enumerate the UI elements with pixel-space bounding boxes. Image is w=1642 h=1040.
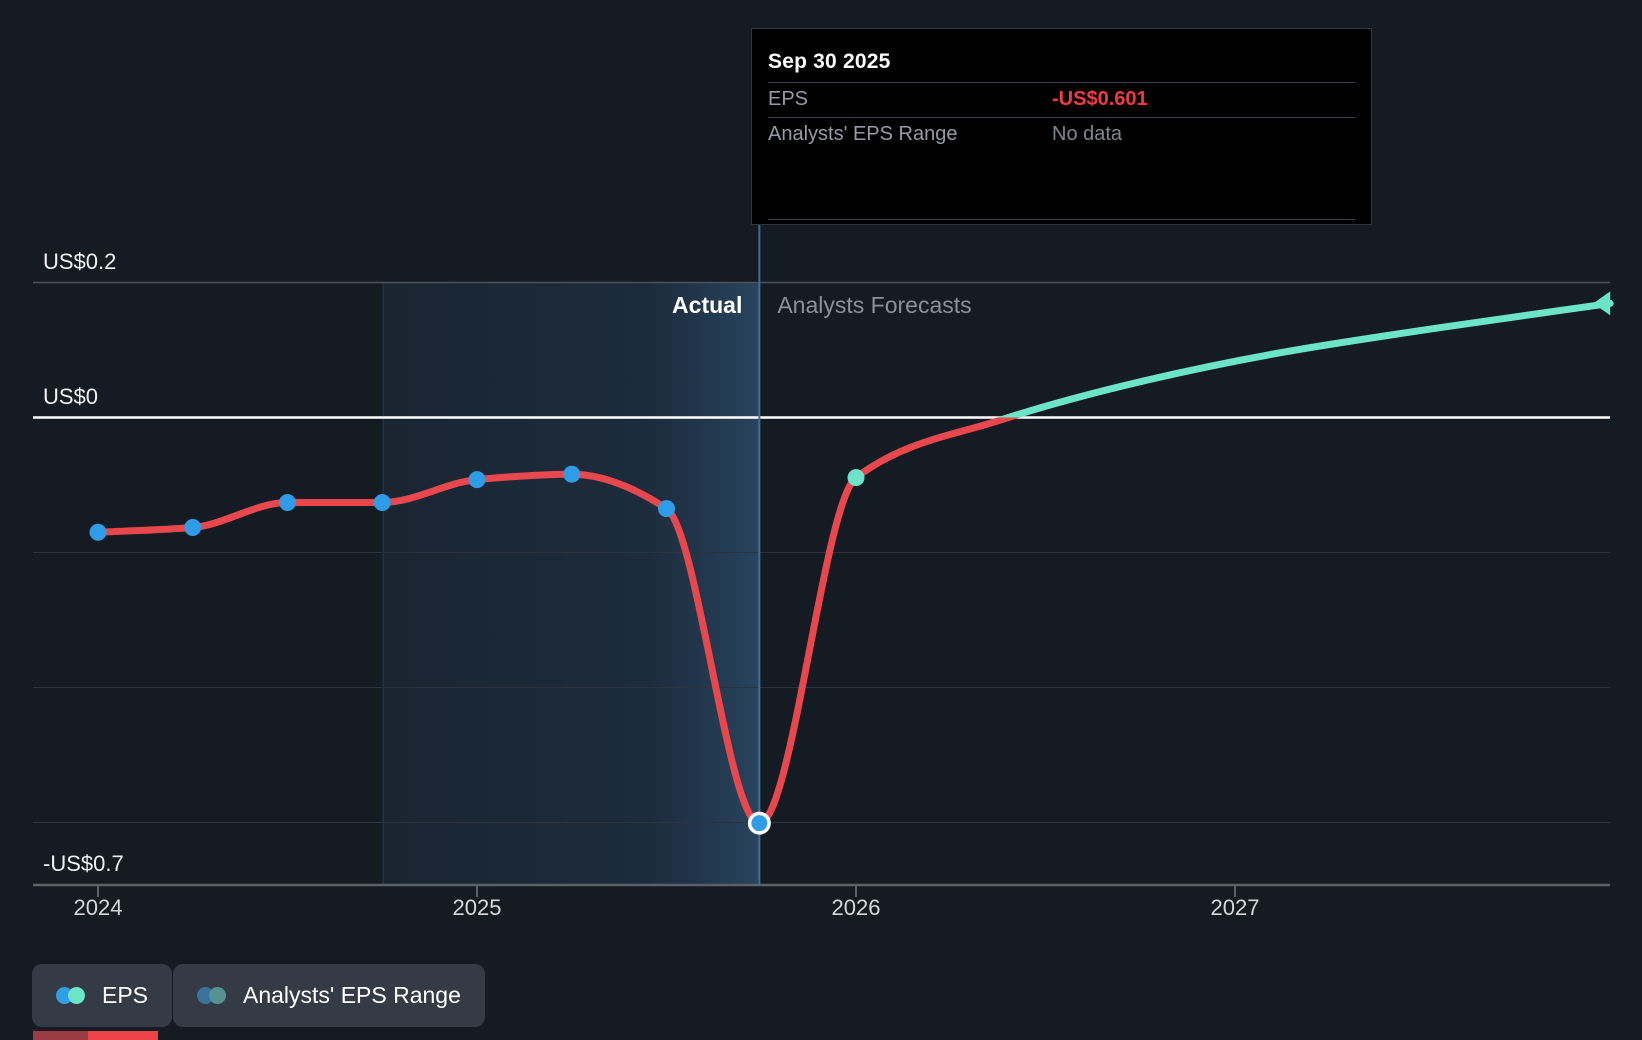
x-axis-label: 2026 [831,895,881,920]
legend-dot [209,987,226,1004]
bottom-score-bar-dark [33,1031,88,1040]
actual-period-band [383,282,760,885]
y-axis-label: US$0 [43,383,99,409]
tooltip-divider [768,82,1355,83]
eps-legend-dots-icon [56,987,85,1004]
chart-tooltip: Sep 30 2025 EPS -US$0.601 Analysts' EPS … [751,28,1372,225]
data-point-today[interactable] [751,815,768,832]
eps-range-legend-dots-icon [197,987,226,1004]
bottom-score-bar-red [88,1031,158,1040]
legend-item-analysts-eps-range[interactable]: Analysts' EPS Range [173,964,485,1027]
forecast-zone-label: Analysts Forecasts [777,292,972,318]
eps-curve-profit [996,299,1614,418]
tooltip-date: Sep 30 2025 [768,50,891,73]
data-point-actual[interactable] [89,523,107,541]
tooltip-divider [768,117,1355,118]
x-axis-label: 2027 [1210,895,1260,920]
tooltip-row-eps-range: Analysts' EPS Range No data [768,117,1355,152]
x-axis-label: 2024 [73,895,123,920]
eps-curve-loss [94,417,1021,827]
data-point-actual[interactable] [184,519,202,537]
actual-zone-label: Actual [672,292,743,318]
data-point-actual[interactable] [279,494,296,512]
legend-label: Analysts' EPS Range [243,982,461,1008]
tooltip-row-eps: EPS -US$0.601 [768,82,1355,117]
tooltip-range-label: Analysts' EPS Range [768,123,958,145]
tooltip-eps-value: -US$0.601 [1052,88,1148,110]
forecast-end-arrow-icon [1593,291,1611,316]
legend-dot [68,987,85,1004]
x-axis-label: 2025 [452,895,502,920]
data-point-actual[interactable] [563,465,581,483]
data-point-forecast[interactable] [847,469,865,487]
tooltip-eps-label: EPS [768,88,809,110]
data-point-actual[interactable] [658,500,675,518]
y-axis-label: -US$0.7 [43,851,124,876]
data-point-actual[interactable] [468,471,486,489]
tooltip-divider [768,219,1355,220]
legend-label: EPS [102,982,149,1008]
y-axis-label: US$0.2 [43,248,117,274]
data-point-actual[interactable] [373,494,391,512]
tooltip-range-value: No data [1052,123,1123,145]
legend-item-eps[interactable]: EPS [32,964,173,1027]
